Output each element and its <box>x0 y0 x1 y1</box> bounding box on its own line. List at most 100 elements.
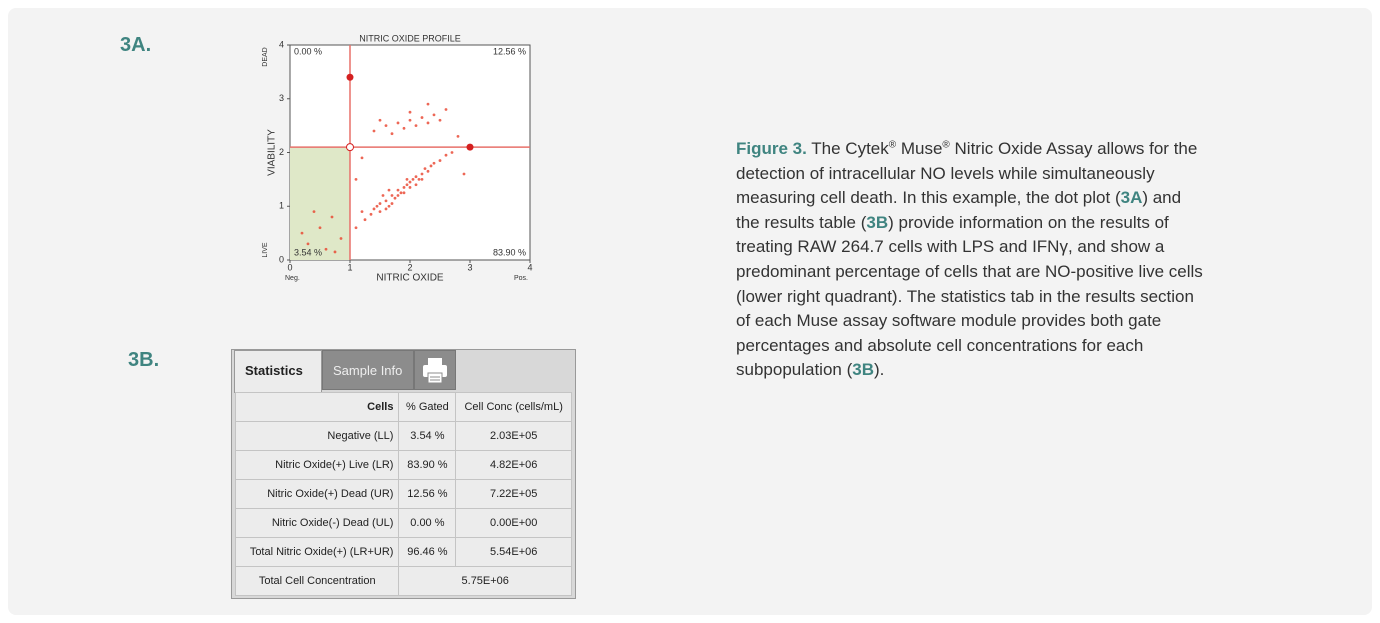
event-dot <box>390 132 394 136</box>
event-dot <box>420 116 424 119</box>
event-dot <box>396 188 400 192</box>
quadrant-percent: 12.56 % <box>493 46 526 56</box>
table-cell: Cell Conc (cells/mL) <box>455 392 572 422</box>
event-dot <box>393 196 397 200</box>
event-dot <box>396 121 400 125</box>
table-cell: Total Nitric Oxide(+) (LR+UR) <box>234 537 400 567</box>
y-tick-label: 0 <box>279 254 284 264</box>
event-dot <box>300 231 304 235</box>
event-dot <box>414 183 418 187</box>
event-dot <box>390 202 394 205</box>
caption-text: ) provide information on the results of … <box>736 212 1203 380</box>
quadrant-percent: 83.90 % <box>493 247 526 257</box>
event-dot <box>372 207 376 211</box>
gate-handle <box>346 73 354 81</box>
x-low-label: Neg. <box>285 275 300 282</box>
caption-text: Muse <box>896 139 943 158</box>
caption-text: Figure 3. <box>736 139 807 158</box>
dot-plot: 0 1 2 3 4 0 1 2 3 4 NITRIC OXIDE PROFILE NITRIC OXI… <box>262 33 533 284</box>
event-dot <box>378 118 382 122</box>
table-cell: Total Cell Concentration <box>234 566 400 596</box>
table-row: Nitric Oxide(+) Dead (UR) 12.56 % 7.22E+05 <box>234 479 572 509</box>
table-cell: 83.90 % <box>398 450 457 480</box>
table-cell: 96.46 % <box>398 537 457 567</box>
gate-handle <box>466 143 474 151</box>
caption: Figure 3. The Cytek® Muse® Nitric Oxide … <box>736 137 1204 383</box>
event-dot <box>420 177 424 181</box>
event-dot <box>312 210 316 214</box>
event-dot <box>450 151 454 154</box>
plot-title: NITRIC OXIDE PROFILE <box>359 33 461 43</box>
caption-text: 3A <box>1120 188 1143 208</box>
event-dot <box>405 177 409 181</box>
table-cell: 2.03E+05 <box>455 421 572 451</box>
event-dot <box>369 212 373 216</box>
event-dot <box>408 186 412 189</box>
event-dot <box>408 110 412 114</box>
event-dot <box>363 218 367 222</box>
tab[interactable]: Sample Info <box>322 350 414 390</box>
table-cell: 0.00E+00 <box>455 508 572 538</box>
event-dot <box>378 202 382 205</box>
y-high-label: DEAD <box>262 47 269 66</box>
event-dot <box>390 194 394 197</box>
y-tick-label: 3 <box>279 93 284 103</box>
caption-text: ® <box>942 139 950 151</box>
event-dot <box>399 191 403 195</box>
table-cell: Negative (LL) <box>234 421 400 451</box>
event-dot <box>384 124 388 128</box>
table-cell: 3.54 % <box>398 421 457 451</box>
caption-text: The Cytek <box>806 139 889 158</box>
table-cell: 5.54E+06 <box>455 537 572 567</box>
table-cell: 12.56 % <box>398 479 457 509</box>
event-dot <box>414 124 418 128</box>
event-dot <box>402 126 406 130</box>
x-high-label: Pos. <box>514 275 528 282</box>
event-dot <box>384 199 388 203</box>
event-dot <box>372 129 376 133</box>
table-cell: 7.22E+05 <box>455 479 572 509</box>
event-dot <box>402 191 406 195</box>
caption-text: 3B <box>852 360 874 380</box>
caption-text: ) and the results table ( <box>736 188 1182 232</box>
event-dot <box>423 167 427 171</box>
quadrant-percent: 3.54 % <box>294 247 322 257</box>
event-dot <box>360 210 364 214</box>
y-tick-label: 4 <box>279 39 284 49</box>
results-table: Statistics Sample Info Cells% Gated Cell … <box>231 349 576 599</box>
event-dot <box>408 180 412 184</box>
table-cell: 4.82E+06 <box>455 450 572 480</box>
event-dot <box>402 186 406 189</box>
gate-center <box>346 143 354 152</box>
event-dot <box>387 188 391 192</box>
event-dot <box>381 194 385 197</box>
event-dot <box>432 113 436 117</box>
event-dot <box>324 247 328 251</box>
x-axis-label: NITRIC OXIDE <box>376 273 444 284</box>
event-dot <box>354 226 358 230</box>
y-low-label: LIVE <box>262 242 269 258</box>
event-dot <box>375 204 379 208</box>
table-row: Total Cell Concentration 5.75E+06 <box>234 566 572 596</box>
event-dot <box>306 242 310 246</box>
table-row: Nitric Oxide(-) Dead (UL) 0.00 % 0.00E+00 <box>234 508 572 538</box>
figure-label: 3A. <box>120 34 152 56</box>
y-tick-label: 2 <box>279 147 284 157</box>
x-tick-label: 0 <box>287 262 292 272</box>
event-dot <box>354 177 358 181</box>
event-dot <box>444 108 448 111</box>
event-dot <box>426 121 430 125</box>
table-cell: 5.75E+06 <box>398 566 572 596</box>
tab[interactable]: Statistics <box>234 350 322 393</box>
printer-icon <box>423 358 447 384</box>
table-row: Total Nitric Oxide(+) (LR+UR) 96.46 % 5.54… <box>234 537 572 567</box>
print-tab[interactable] <box>414 350 456 390</box>
x-tick-label: 2 <box>407 262 412 272</box>
event-dot <box>438 159 442 162</box>
y-tick-label: 1 <box>279 201 284 211</box>
event-dot <box>426 169 430 173</box>
stats-table: Cells% Gated Cell Conc (cells/mL) Negative… <box>234 392 572 596</box>
event-dot <box>387 204 391 208</box>
event-dot <box>333 250 337 254</box>
event-dot <box>444 153 448 157</box>
